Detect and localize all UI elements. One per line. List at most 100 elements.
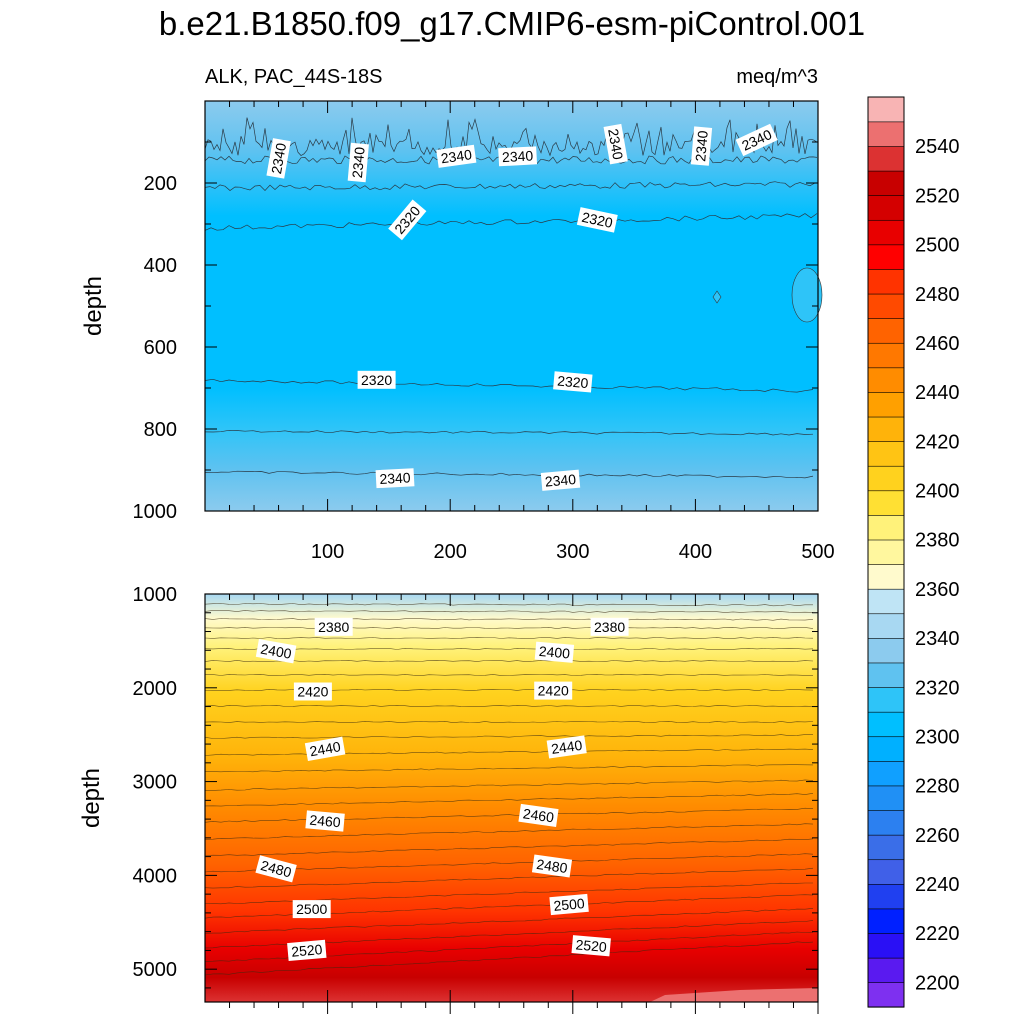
contour-label-box <box>357 370 396 389</box>
contour-label-box <box>305 810 345 832</box>
colorbar-box <box>867 465 905 492</box>
contour-label: 2380 <box>590 617 629 636</box>
upper-contour-labels: 2340 2340 2340 2340 2340 2340 2340 2320 2320 2320… <box>266 123 778 491</box>
contour-label: 2460 <box>518 803 559 827</box>
colorbar-box <box>867 195 905 221</box>
contour-line <box>204 779 814 791</box>
contour-label-box <box>347 142 369 183</box>
contour-label-text: 2340 <box>349 146 368 179</box>
lower-contour-labels: 2380 2380 2400 2400 2420 2420 2440 2440 2460 2460… <box>255 617 629 962</box>
contour-line <box>204 659 814 663</box>
contour-line <box>204 610 814 613</box>
colorbar-box <box>867 121 905 147</box>
contour-label: 2340 <box>375 468 415 489</box>
contour-line <box>204 838 814 856</box>
contour-label: 2320 <box>357 370 396 389</box>
x-tick-label: 500 <box>801 541 834 563</box>
contour-line <box>204 793 814 807</box>
units-label: meq/m^3 <box>736 66 818 88</box>
x-tick-label: 100 <box>311 541 344 563</box>
contour-label-box <box>293 682 332 701</box>
contour-label: 2340 <box>540 469 581 491</box>
colorbar-box <box>867 760 905 787</box>
upper-panel: 2340 2340 2340 2340 2340 2340 2340 2320 2320 2320… <box>80 100 835 563</box>
y-tick-label: 4000 <box>133 865 178 887</box>
colorbar-box <box>867 563 905 590</box>
contour-label-box <box>304 736 346 761</box>
contour-line <box>204 941 814 976</box>
contour-label-text: 2480 <box>535 856 568 876</box>
contour-label-text: 2380 <box>594 619 625 635</box>
colorbar-frame <box>867 96 905 1008</box>
y-tick-label: 1000 <box>133 501 178 523</box>
contour-label-box <box>388 199 427 241</box>
contour-label-box <box>255 639 297 664</box>
upper-panel-blob <box>791 267 823 323</box>
contour-label-box <box>534 681 573 700</box>
colorbar-box <box>867 908 905 934</box>
contour-label: 2380 <box>314 617 353 636</box>
contour-label-text: 2340 <box>605 127 626 161</box>
contour-label-box <box>531 854 573 878</box>
colorbar-tick-label: 2340 <box>915 628 960 650</box>
contour-label: 2420 <box>293 682 332 701</box>
contour-label: 2400 <box>255 639 297 664</box>
contour-line <box>204 647 814 651</box>
colorbar-box <box>867 785 905 811</box>
colorbar: 2200 2220 2240 2260 2280 2300 2320 2340 2360 2380… <box>867 96 960 1008</box>
x-tick-label: 400 <box>679 541 712 563</box>
contour-label-text: 2400 <box>259 641 293 662</box>
colorbar-box <box>867 662 905 688</box>
contour-label-text: 2340 <box>379 469 411 487</box>
colorbar-tick-label: 2480 <box>915 284 960 306</box>
colorbar-box <box>867 834 905 861</box>
colorbar-box <box>867 809 905 836</box>
contour-label-box <box>576 207 618 233</box>
contour-label: 2400 <box>534 641 575 663</box>
variable-label: ALK, PAC_44S-18S <box>205 66 383 88</box>
contour-line <box>204 429 814 436</box>
colorbar-box <box>867 268 905 295</box>
contour-label: 2320 <box>553 371 593 393</box>
x-tick-label: 200 <box>434 541 467 563</box>
colorbar-box <box>867 367 905 393</box>
upper-panel-frame <box>204 100 819 512</box>
contour-label-box <box>498 146 538 167</box>
y-tick-label: 200 <box>144 173 177 195</box>
contour-label: 2520 <box>287 939 327 962</box>
contour-label-text: 2420 <box>538 683 569 699</box>
colorbar-tick-label: 2260 <box>915 825 960 847</box>
contour-label-text: 2340 <box>268 141 289 175</box>
colorbar-box <box>867 170 905 196</box>
contour-line <box>204 720 814 724</box>
colorbar-tick-label: 2300 <box>915 727 960 749</box>
colorbar-tick-label: 2540 <box>915 136 960 158</box>
colorbar-tick-label: 2240 <box>915 874 960 896</box>
contour-label: 2340 <box>603 123 628 165</box>
contour-label-box <box>603 123 628 165</box>
contour-label-box <box>546 735 587 759</box>
colorbar-tick-label: 2400 <box>915 481 960 503</box>
contour-label-text: 2400 <box>538 643 571 662</box>
lower-axis-ticks: 1000 2000 3000 4000 5000 <box>133 584 819 1014</box>
contour-label-text: 2500 <box>296 901 327 917</box>
contour-label: 2480 <box>255 855 297 883</box>
colorbar-box <box>867 686 905 713</box>
contour-label: 2340 <box>498 146 538 167</box>
colorbar-tick-label: 2360 <box>915 579 960 601</box>
contour-label-text: 2440 <box>550 737 583 757</box>
colorbar-tick-label: 2420 <box>915 431 960 453</box>
contour-line <box>204 378 814 393</box>
contour-line <box>204 636 814 640</box>
upper-ylabel: depth <box>80 276 107 336</box>
contour-label: 2440 <box>546 735 587 759</box>
colorbar-box <box>867 736 905 762</box>
y-tick-label: 3000 <box>133 772 178 794</box>
colorbar-tick-label: 2280 <box>915 776 960 798</box>
contour-label-text: 2320 <box>580 209 614 231</box>
lower-panel-bottom-wedge <box>650 988 818 1002</box>
contour-label: 2340 <box>347 142 369 183</box>
contour-label-text: 2480 <box>259 857 293 881</box>
contour-label-box <box>266 138 291 179</box>
chart-title: b.e21.B1850.f09_g17.CMIP6-esm-piControl.… <box>159 5 865 42</box>
